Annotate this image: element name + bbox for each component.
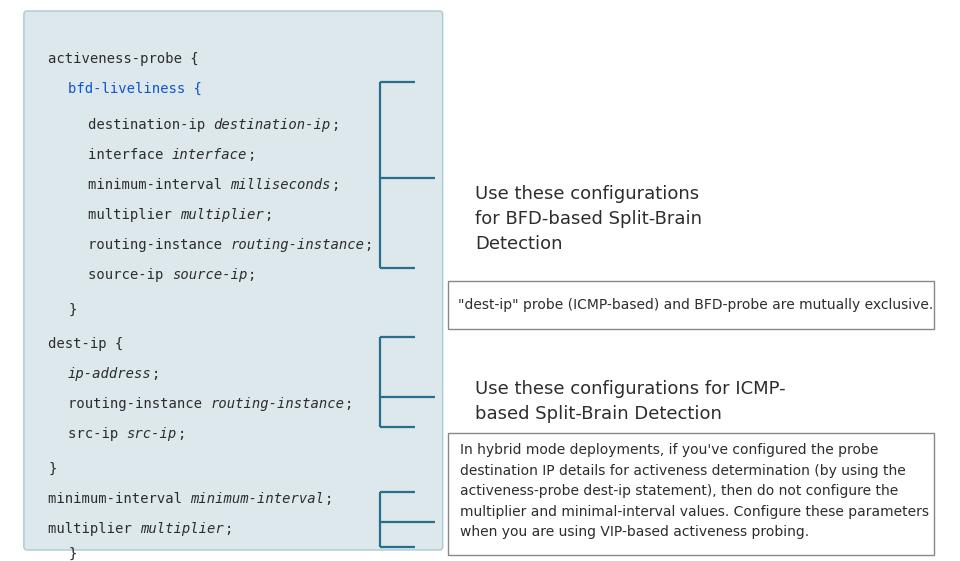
Text: }: } (48, 462, 57, 476)
Text: In hybrid mode deployments, if you've configured the probe
destination IP detail: In hybrid mode deployments, if you've co… (460, 443, 929, 539)
Text: ;: ; (331, 178, 339, 192)
Text: ;: ; (247, 268, 255, 282)
Text: interface: interface (88, 148, 172, 162)
Text: ;: ; (345, 397, 352, 411)
Text: bfd-liveliness {: bfd-liveliness { (68, 82, 202, 96)
Text: ip-address: ip-address (68, 367, 152, 381)
Text: interface: interface (172, 148, 247, 162)
Text: multiplier: multiplier (140, 522, 224, 536)
Text: routing-instance: routing-instance (210, 397, 345, 411)
Text: minimum-interval: minimum-interval (48, 492, 190, 506)
Text: routing-instance: routing-instance (230, 238, 365, 252)
Text: routing-instance: routing-instance (68, 397, 210, 411)
Text: ;: ; (365, 238, 372, 252)
Text: source-ip: source-ip (88, 268, 172, 282)
Text: dest-ip {: dest-ip { (48, 337, 124, 351)
Text: Use these configurations for ICMP-
based Split-Brain Detection: Use these configurations for ICMP- based… (475, 380, 785, 423)
Text: minimum-interval: minimum-interval (88, 178, 230, 192)
Text: minimum-interval: minimum-interval (190, 492, 324, 506)
Text: routing-instance: routing-instance (88, 238, 230, 252)
Text: ;: ; (331, 118, 339, 132)
Text: multiplier: multiplier (88, 208, 180, 222)
FancyBboxPatch shape (24, 11, 443, 550)
Text: ;: ; (264, 208, 273, 222)
Text: activeness-probe {: activeness-probe { (48, 52, 199, 66)
Text: multiplier: multiplier (180, 208, 264, 222)
Text: }: } (68, 303, 77, 317)
Text: ;: ; (247, 148, 255, 162)
Text: milliseconds: milliseconds (230, 178, 331, 192)
Text: ;: ; (324, 492, 333, 506)
Text: src-ip: src-ip (127, 427, 177, 441)
Text: src-ip: src-ip (68, 427, 127, 441)
Text: destination-ip: destination-ip (214, 118, 331, 132)
Text: multiplier: multiplier (48, 522, 140, 536)
FancyBboxPatch shape (448, 433, 934, 555)
Text: ;: ; (152, 367, 160, 381)
Text: destination-ip: destination-ip (88, 118, 214, 132)
Text: ;: ; (177, 427, 185, 441)
Text: "dest-ip" probe (ICMP-based) and BFD-probe are mutually exclusive.: "dest-ip" probe (ICMP-based) and BFD-pro… (458, 298, 933, 312)
Text: ;: ; (224, 522, 232, 536)
Text: }: } (68, 547, 77, 561)
Text: Use these configurations
for BFD-based Split-Brain
Detection: Use these configurations for BFD-based S… (475, 185, 702, 253)
FancyBboxPatch shape (448, 281, 934, 329)
Text: source-ip: source-ip (172, 268, 247, 282)
